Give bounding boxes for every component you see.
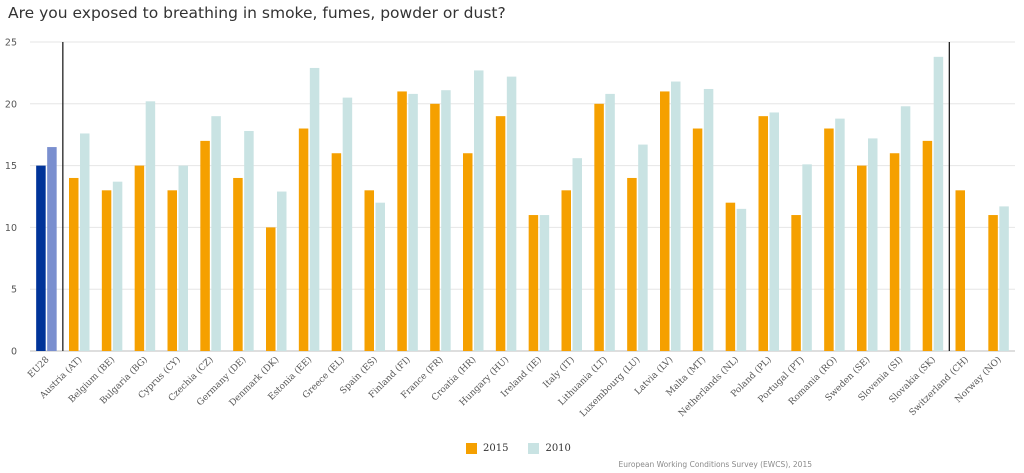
bars — [36, 56, 1009, 352]
bar-2010-4 — [178, 165, 188, 351]
y-tick-label-10: 10 — [5, 223, 17, 234]
y-tick-label-20: 20 — [5, 99, 17, 110]
bar-2015-25 — [857, 165, 867, 351]
y-tick-label-25: 25 — [5, 38, 17, 49]
bar-2015-6 — [233, 177, 243, 351]
legend-item-2015[interactable]: 2015 — [466, 442, 509, 454]
bar-2015-4 — [167, 190, 177, 351]
bar-2010-26 — [900, 106, 911, 351]
bar-2015-11 — [397, 91, 407, 351]
bar-2015-12 — [430, 103, 440, 351]
bar-2010-13 — [474, 70, 484, 351]
x-tick-label-28: Switzerland (CH) — [907, 354, 971, 418]
bar-2015-5 — [200, 140, 210, 351]
source-note: European Working Conditions Survey (EWCS… — [618, 460, 813, 469]
y-tick-label-15: 15 — [5, 161, 17, 172]
bar-2010-24 — [835, 118, 845, 351]
bar-2010-2 — [112, 181, 123, 351]
legend-label-2015: 2015 — [483, 442, 509, 454]
bar-2015-24 — [824, 128, 834, 351]
legend: 2015 2010 — [466, 441, 571, 455]
bar-2010-9 — [342, 97, 353, 352]
bar-2010-21 — [736, 208, 747, 351]
bar-2010-17 — [605, 93, 615, 352]
x-tick-label-0: EU28 — [26, 355, 51, 380]
y-tick-label-0: 0 — [11, 347, 17, 358]
bar-2015-23 — [791, 215, 801, 351]
legend-item-2010[interactable]: 2010 — [528, 442, 571, 454]
bar-2010-8 — [309, 67, 320, 352]
bar-2015-20 — [692, 128, 703, 351]
bar-2015-8 — [298, 128, 309, 351]
bar-2010-0 — [47, 147, 57, 351]
bar-2015-0 — [36, 165, 46, 351]
bar-2010-10 — [375, 202, 385, 351]
bar-2010-25 — [868, 138, 878, 351]
bar-2015-14 — [495, 116, 506, 351]
bar-2010-23 — [802, 164, 812, 351]
bar-2010-29 — [999, 206, 1009, 351]
bar-2010-27 — [933, 56, 944, 351]
bar-2015-19 — [660, 91, 670, 351]
x-tick-label-21: Netherlands (NL) — [676, 354, 741, 419]
bar-2015-29 — [988, 215, 998, 351]
bar-2010-14 — [506, 76, 517, 351]
separator-lines — [62, 42, 950, 351]
bar-2015-21 — [725, 202, 736, 351]
x-tick-label-18: Luxembourg (LU) — [578, 354, 643, 419]
bar-2015-7 — [266, 227, 276, 351]
bar-2015-2 — [101, 190, 112, 351]
bar-2015-9 — [331, 153, 342, 351]
bar-2010-16 — [572, 158, 582, 351]
bar-2015-27 — [922, 140, 933, 351]
bar-2010-1 — [80, 133, 90, 351]
bar-2015-1 — [69, 177, 79, 351]
bar-2010-6 — [244, 130, 254, 351]
bar-2015-3 — [134, 165, 145, 351]
bar-2015-18 — [627, 177, 637, 351]
bar-2015-28 — [955, 190, 965, 351]
gridlines — [30, 41, 1015, 352]
bar-2010-3 — [145, 101, 156, 351]
y-tick-label-5: 5 — [11, 285, 17, 296]
bar-2010-18 — [638, 144, 648, 351]
bar-2010-12 — [441, 90, 451, 351]
bar-2010-5 — [211, 116, 221, 351]
bar-2015-26 — [889, 153, 900, 351]
bar-2010-11 — [408, 93, 418, 352]
bar-2015-22 — [758, 116, 768, 351]
bar-2010-19 — [671, 81, 681, 351]
legend-swatch-2015 — [466, 442, 477, 454]
y-axis-ticks: 0 5 10 15 20 25 — [5, 38, 17, 358]
bar-2010-22 — [769, 112, 779, 352]
bar-2015-13 — [463, 153, 473, 351]
chart-title: Are you exposed to breathing in smoke, f… — [8, 4, 506, 22]
legend-swatch-2010 — [528, 442, 540, 454]
legend-label-2010: 2010 — [545, 442, 571, 454]
bar-2010-20 — [703, 88, 714, 351]
bar-2015-15 — [528, 215, 539, 351]
bar-2015-10 — [364, 190, 374, 351]
bar-2015-16 — [561, 190, 571, 351]
bar-2015-17 — [594, 103, 604, 351]
bar-2010-7 — [277, 191, 287, 351]
bar-2010-15 — [539, 215, 550, 351]
